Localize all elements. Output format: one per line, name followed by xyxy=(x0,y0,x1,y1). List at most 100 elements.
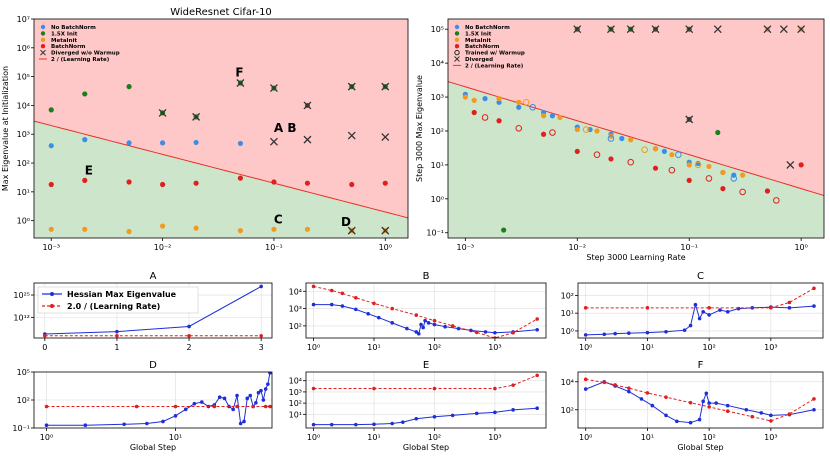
data-point xyxy=(740,172,746,178)
data-point xyxy=(159,140,166,146)
data-point xyxy=(192,401,197,406)
y-axis-label: Max Eigenvalue at Initialization xyxy=(1,66,10,191)
data-point xyxy=(725,409,730,413)
y-axis-label: Step 3000 Max Eigenvalue xyxy=(415,75,424,182)
data-point xyxy=(720,169,726,176)
plot-bg xyxy=(578,283,823,338)
data-point xyxy=(268,404,272,409)
data-point xyxy=(812,286,816,291)
data-point xyxy=(390,306,395,311)
series-line xyxy=(313,304,538,335)
data-point xyxy=(311,284,316,289)
data-point xyxy=(688,420,693,425)
data-point xyxy=(254,401,258,405)
data-point xyxy=(685,25,694,34)
data-point xyxy=(237,140,244,147)
data-point xyxy=(259,388,263,393)
data-point xyxy=(419,322,423,327)
data-point xyxy=(627,331,631,335)
data-point xyxy=(650,403,655,408)
data-point xyxy=(725,403,730,408)
data-point xyxy=(769,419,773,423)
legend-label: No BatchNorm xyxy=(51,25,96,31)
data-point xyxy=(126,84,132,90)
data-point xyxy=(354,295,358,300)
data-point xyxy=(366,311,370,316)
plot-area-C xyxy=(578,283,823,338)
x-tick-label: 1 xyxy=(114,343,119,352)
data-point xyxy=(200,400,204,404)
x-tick-label: 10² xyxy=(702,343,715,352)
y-tick-label: 10⁻¹ xyxy=(12,424,30,433)
data-point xyxy=(381,133,390,141)
x-tick-label: 10⁰ xyxy=(307,433,320,442)
chart-title: A xyxy=(150,271,157,282)
chart-title: B xyxy=(423,271,430,282)
axes-frame xyxy=(33,282,273,339)
data-point xyxy=(707,405,711,409)
x-axis-label: Global Step xyxy=(403,443,449,452)
data-point xyxy=(261,398,266,402)
data-point xyxy=(602,332,607,337)
unstable-region xyxy=(34,19,408,218)
plot-bg xyxy=(306,372,546,428)
data-point xyxy=(675,419,679,424)
x-tick-label: 10⁰ xyxy=(379,243,392,252)
legend-swatch xyxy=(40,31,46,36)
chart-title: WideResnet Cifar-10 xyxy=(170,7,272,18)
y-tick-label: 10⁵ xyxy=(17,368,30,377)
data-point xyxy=(340,304,345,308)
data-point xyxy=(725,309,730,314)
x-tick-label: 10³ xyxy=(764,433,777,442)
data-point xyxy=(145,421,149,426)
annotation-label: E xyxy=(85,164,93,178)
data-point xyxy=(645,330,650,335)
data-point xyxy=(248,393,253,398)
data-point xyxy=(481,114,489,121)
data-point xyxy=(245,396,250,401)
data-point xyxy=(607,25,615,34)
x-tick-label: 10⁻¹ xyxy=(680,243,698,252)
axes-frame xyxy=(577,371,824,429)
data-point xyxy=(511,330,515,335)
data-point xyxy=(688,323,693,328)
data-point xyxy=(401,420,405,424)
data-point xyxy=(173,404,178,409)
data-point xyxy=(613,331,617,336)
data-point xyxy=(769,306,773,310)
legend-label: 1.5X Init xyxy=(51,31,78,37)
data-point xyxy=(675,151,682,158)
legend-swatch xyxy=(454,24,460,30)
data-point xyxy=(787,306,792,310)
data-point xyxy=(83,423,88,427)
data-point xyxy=(187,333,191,338)
data-point xyxy=(390,421,395,426)
data-point xyxy=(329,302,334,307)
data-point xyxy=(269,137,278,146)
data-point xyxy=(126,228,132,235)
data-point xyxy=(474,411,479,416)
chart-B: 10⁰ 10¹ 10² 10³ 10² 10³ 10⁴ B xyxy=(289,271,547,352)
data-point xyxy=(613,383,617,387)
data-point xyxy=(798,162,804,168)
y-tick-label: 10²⁵ xyxy=(13,291,30,300)
data-point xyxy=(557,114,563,121)
data-point xyxy=(303,101,312,110)
y-tick-label: 10³ xyxy=(289,388,302,397)
data-point xyxy=(382,180,388,186)
chart-left: F A B E C D 10⁻³ 10⁻² 10⁻¹ 10⁰ 10⁰ 10¹ 10² 10³ 10⁴ 10⁵… xyxy=(1,7,409,252)
legend-swatch xyxy=(454,31,460,36)
data-point xyxy=(421,325,425,330)
data-point xyxy=(797,25,806,34)
data-point xyxy=(376,315,381,320)
data-point xyxy=(192,112,201,121)
y-tick-label: 10² xyxy=(289,322,302,331)
y-tick-label: 10² xyxy=(431,127,444,136)
legend: Hessian Max Eigenvalue 2.0 / (Learning Ra… xyxy=(37,286,199,314)
y-tick-label: 10³ xyxy=(17,130,30,139)
data-point xyxy=(82,177,88,183)
data-point xyxy=(242,419,246,424)
data-point xyxy=(535,317,539,321)
data-point xyxy=(693,302,698,307)
